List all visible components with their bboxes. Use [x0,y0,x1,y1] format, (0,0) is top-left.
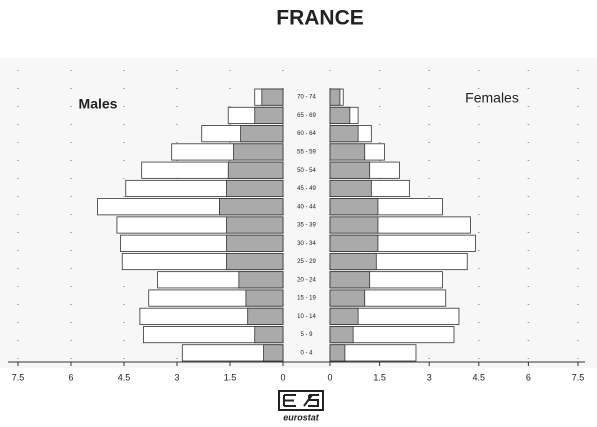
shaded-bar [329,234,379,252]
chart-title: FRANCE [276,7,364,30]
shaded-bar [226,216,284,234]
age-label: 45 - 49 [297,186,316,192]
shaded-bar [329,271,371,289]
shaded-bar [233,143,284,161]
x-tick-label: 7.5 [572,372,585,382]
shaded-bar [238,271,284,289]
shaded-bar [254,106,284,124]
shaded-bar [245,289,284,307]
x-tick-label: 4.5 [473,372,486,382]
age-label: 25 - 29 [297,259,316,265]
age-label: 70 - 74 [297,95,316,101]
shaded-bar [329,307,359,325]
x-tick-label: 6 [68,372,73,382]
x-tick-label: 6 [526,372,531,382]
age-label: 55 - 59 [297,150,316,156]
shaded-bar [254,326,284,344]
shaded-bar [227,161,284,179]
shaded-bar [329,143,366,161]
x-tick-label: 1.5 [373,372,386,382]
age-label: 10 - 14 [297,314,316,320]
shaded-bar [240,125,284,143]
age-label: 0 - 4 [300,350,313,356]
shaded-bar [329,106,351,124]
age-label: 15 - 19 [297,296,316,302]
age-label: 60 - 64 [297,131,316,137]
age-label: 65 - 69 [297,113,316,119]
shaded-bar [329,216,379,234]
age-label: 20 - 24 [297,277,316,283]
x-tick-label: 3 [427,372,432,382]
age-label: 35 - 39 [297,223,316,229]
shaded-bar [263,344,284,362]
shaded-bar [329,344,346,362]
series-label: Females [465,90,519,106]
x-tick-label: 3 [174,372,179,382]
logo: eurostat [278,390,324,422]
shaded-bar [329,289,366,307]
shaded-bar [226,179,284,197]
age-label: 40 - 44 [297,204,316,210]
shaded-bar [329,161,371,179]
shaded-bar [226,252,284,271]
age-label: 50 - 54 [297,168,316,174]
shaded-bar [226,234,284,252]
age-label: 30 - 34 [297,241,316,247]
x-tick-label: 1.5 [224,372,237,382]
shaded-bar [329,198,379,216]
series-label: Males [79,96,118,112]
x-tick-label: 7.5 [12,372,25,382]
shaded-bar [247,307,284,325]
age-label: 5 - 9 [300,332,313,338]
x-tick-label: 0 [280,372,285,382]
x-tick-label: 0 [327,372,332,382]
logo-text: eurostat [283,412,320,422]
logo-mark [283,394,319,407]
shaded-bar [329,88,341,106]
shaded-bar [261,88,284,106]
shaded-bar [218,198,284,216]
shaded-bar [329,252,377,271]
shaded-bar [329,125,359,143]
shaded-bar [329,326,354,344]
shaded-bar [329,179,372,197]
x-tick-label: 4.5 [118,372,131,382]
